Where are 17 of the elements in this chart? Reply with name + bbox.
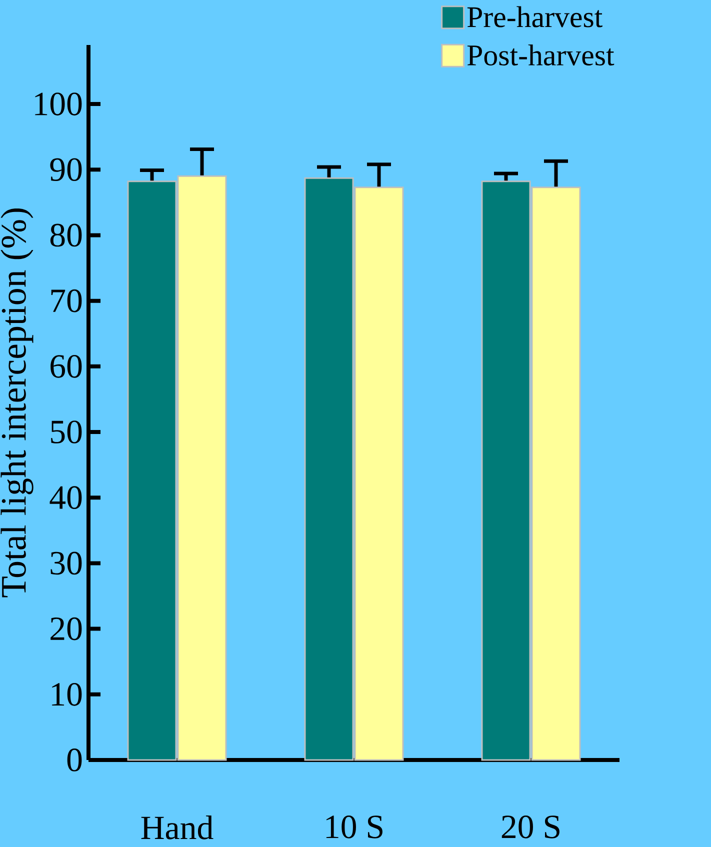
y-tick-label: 50 (51, 420, 82, 444)
y-tick-label: 30 (50, 552, 82, 575)
y-tick-label: 10 (52, 682, 82, 706)
y-tick-label: 0 (67, 748, 82, 772)
x-tick-label: 20 S (502, 816, 560, 838)
y-tick-label: 90 (50, 158, 82, 182)
x-tick-label: Hand (141, 816, 214, 840)
y-tick-label: 40 (50, 486, 82, 510)
y-tick-label: 60 (50, 354, 82, 378)
y-tick-label: 20 (50, 617, 82, 640)
legend-label: Post-harvest (467, 44, 614, 66)
y-tick-label: 70 (51, 289, 82, 312)
y-axis-title: Total light interception (%) (0, 208, 34, 598)
legend-label: Pre-harvest (467, 6, 602, 28)
y-tick-label: 100 (35, 92, 82, 116)
x-tick-label: 10 S (326, 816, 382, 838)
y-tick-label: 80 (50, 224, 82, 247)
